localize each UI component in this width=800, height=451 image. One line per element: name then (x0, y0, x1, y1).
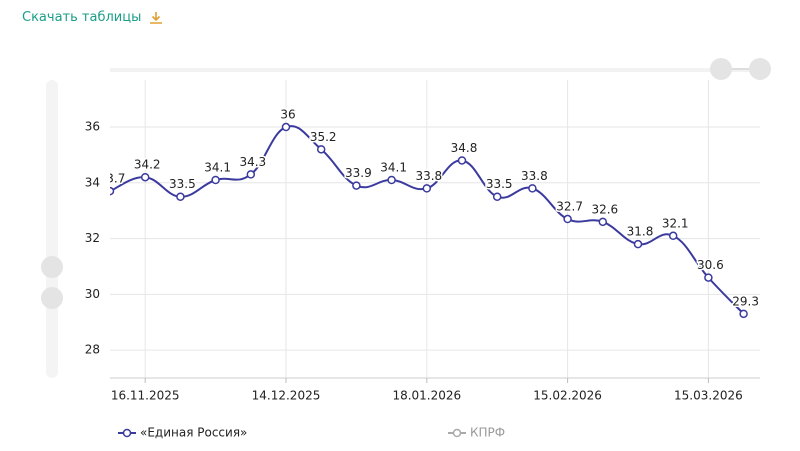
data-label: 30.6 (697, 258, 724, 272)
point[interactable] (563, 214, 572, 224)
data-label: 34.1 (380, 161, 407, 175)
point[interactable] (668, 231, 678, 241)
y-handle[interactable] (41, 256, 63, 278)
point[interactable] (739, 309, 748, 319)
point[interactable] (281, 122, 291, 132)
y-tick-label: 34 (85, 175, 100, 189)
data-label: 33.5 (169, 177, 196, 191)
x-handle[interactable] (710, 58, 732, 80)
legend-marker (122, 428, 132, 438)
data-label: 34.8 (451, 141, 478, 155)
data-label: 36 (280, 108, 295, 122)
y-scrollbar (46, 80, 58, 378)
point[interactable] (633, 239, 643, 249)
data-label: 33.8 (415, 169, 442, 183)
x-tick-label: 15.03.2026 (674, 389, 743, 403)
legend-label[interactable]: КПРФ (470, 426, 505, 440)
x-handle[interactable] (749, 58, 771, 80)
x-tick-label: 16.11.2025 (111, 389, 180, 403)
x-tick-label: 14.12.2025 (252, 389, 321, 403)
y-tick-label: 30 (85, 287, 100, 301)
data-label: 33.7 (99, 172, 126, 186)
download-link[interactable]: Скачать таблицы (22, 10, 163, 25)
y-tick-label: 28 (85, 343, 100, 357)
data-label: 32.1 (662, 216, 689, 230)
point[interactable] (316, 145, 326, 154)
y-handle[interactable] (41, 287, 63, 309)
point[interactable] (492, 192, 502, 201)
point[interactable] (176, 192, 185, 201)
point[interactable] (457, 156, 467, 165)
legend-label[interactable]: «Единая Россия» (140, 426, 247, 440)
navigator-bar (110, 68, 760, 72)
point[interactable] (598, 217, 608, 227)
download-text[interactable]: Скачать таблицы (22, 10, 142, 25)
data-label: 31.8 (627, 225, 654, 239)
legend-item[interactable]: «Единая Россия» (118, 426, 247, 440)
plot: 33.7 34.2 33.5 34.1 34.3 36 35.2 33.9 34.1 33.8 34… (99, 106, 760, 319)
data-label: 33.9 (345, 166, 372, 180)
data-label: 34.2 (134, 158, 161, 172)
point[interactable] (140, 172, 150, 182)
y-tick-label: 32 (85, 231, 100, 245)
data-label: 33.8 (521, 169, 548, 183)
legend-marker (452, 428, 462, 438)
point[interactable] (387, 175, 396, 185)
x-tick-label: 15.02.2026 (533, 389, 602, 403)
point[interactable] (704, 273, 713, 282)
point[interactable] (528, 184, 537, 193)
x-tick-label: 18.01.2026 (392, 389, 461, 403)
data-label: 32.7 (556, 200, 583, 214)
point[interactable] (211, 175, 220, 185)
data-label: 29.3 (732, 294, 759, 308)
data-label: 34.3 (239, 155, 266, 169)
point[interactable] (107, 186, 115, 196)
download-icon[interactable] (149, 11, 163, 25)
point[interactable] (352, 181, 361, 190)
point[interactable] (422, 184, 432, 193)
data-label: 32.6 (591, 202, 618, 216)
data-label: 35.2 (310, 130, 337, 144)
y-tick-label: 36 (85, 120, 100, 134)
data-label: 34.1 (204, 161, 231, 175)
point[interactable] (246, 170, 256, 179)
legend-item[interactable]: КПРФ (448, 426, 505, 440)
data-label: 33.5 (486, 177, 513, 191)
